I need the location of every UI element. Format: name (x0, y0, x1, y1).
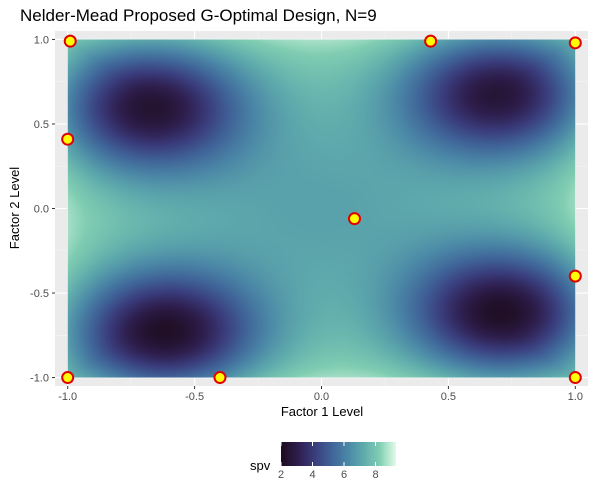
x-tick-label: -1.0 (58, 391, 77, 403)
x-axis-ticks: -1.0 -0.5 0.0 0.5 1.0 (58, 386, 583, 403)
legend-ticks: 2 4 6 8 (278, 442, 379, 481)
legend-title: spv (250, 458, 271, 473)
legend-tick-label: 2 (278, 469, 284, 481)
design-point (568, 269, 582, 283)
y-tick-label: -1.0 (30, 373, 49, 385)
legend-colorbar (281, 442, 396, 466)
spv-surface (67, 39, 576, 378)
design-point (347, 212, 361, 226)
design-point (61, 371, 75, 385)
legend-tick-label: 8 (372, 469, 378, 481)
design-point (424, 34, 438, 48)
y-axis-ticks: -1.0 -0.5 0.0 0.5 1.0 (30, 34, 55, 385)
design-point (61, 132, 75, 146)
design-point (213, 371, 227, 385)
x-tick-label: -0.5 (185, 391, 204, 403)
chart-title: Nelder-Mead Proposed G-Optimal Design, N… (20, 6, 377, 25)
y-tick-label: 0.5 (34, 119, 49, 131)
y-axis-title: Factor 2 Level (7, 167, 22, 249)
x-axis-title: Factor 1 Level (281, 404, 363, 419)
design-point (568, 36, 582, 50)
x-tick-label: 1.0 (568, 391, 583, 403)
design-point (63, 34, 77, 48)
legend-tick-label: 4 (309, 469, 315, 481)
y-tick-label: 0.0 (34, 204, 49, 216)
x-tick-label: 0.5 (441, 391, 456, 403)
legend-tick-label: 6 (341, 469, 347, 481)
design-point (568, 371, 582, 385)
design-points (61, 34, 582, 385)
legend: spv 2 4 6 8 (250, 442, 396, 481)
y-tick-label: 1.0 (34, 34, 49, 46)
y-tick-label: -0.5 (30, 288, 49, 300)
x-tick-label: 0.0 (314, 391, 329, 403)
